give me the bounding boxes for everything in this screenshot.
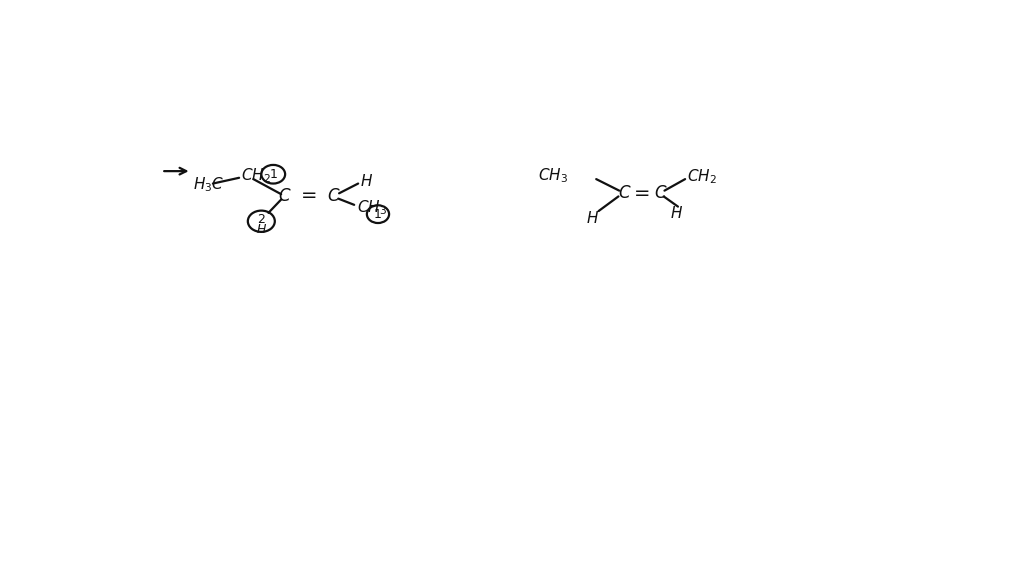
Text: $H_3C$: $H_3C$ [194, 175, 224, 194]
Text: =: = [634, 184, 650, 203]
Text: C: C [618, 184, 630, 202]
Text: =: = [301, 187, 317, 206]
Text: H: H [257, 223, 266, 236]
Text: 2: 2 [257, 213, 265, 226]
Text: $CH_3$: $CH_3$ [356, 198, 386, 217]
Text: 1: 1 [374, 208, 382, 221]
Text: C: C [327, 187, 339, 205]
Text: H: H [671, 206, 682, 221]
Text: $CH_2$: $CH_2$ [687, 167, 717, 186]
Text: 1: 1 [269, 168, 278, 181]
Text: $CH_2$: $CH_2$ [241, 166, 270, 185]
Text: H: H [360, 175, 372, 190]
Text: H: H [587, 211, 598, 226]
Text: C: C [654, 184, 666, 202]
Text: $CH_3$: $CH_3$ [539, 166, 568, 185]
Text: C: C [279, 187, 290, 205]
